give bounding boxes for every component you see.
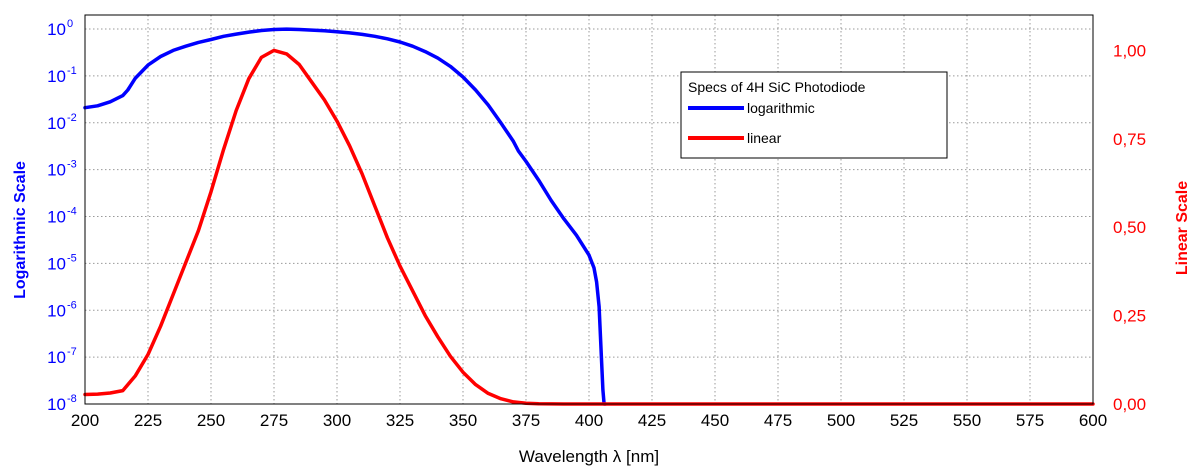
series-line-logarithmic: [83, 27, 608, 406]
y-right-tick-label-0-00: 0,00: [1113, 395, 1146, 414]
legend: Specs of 4H SiC Photodiode logarithmic l…: [680, 71, 948, 159]
y-left-tick-label-1e-4: 10: [47, 208, 66, 227]
y-left-tick-label-1e-1: 10: [47, 67, 66, 86]
x-axis-title: Wavelength λ [nm]: [519, 447, 659, 466]
x-tick-label-300: 300: [323, 411, 351, 430]
y-left-axis-title: Logarithmic Scale: [12, 161, 29, 299]
y-left-tick-exponent-1e-2: -2: [67, 112, 77, 124]
y-left-tick-exponent-1e-7: -7: [67, 346, 77, 358]
x-tick-label-550: 550: [953, 411, 981, 430]
y-right-tick-label-1-00: 1,00: [1113, 41, 1146, 60]
plot-frame: [84, 14, 1094, 405]
y-left-tick-exponent-1e-1: -1: [67, 65, 77, 77]
x-tick-label-225: 225: [134, 411, 162, 430]
y-left-tick-label-1e-8: 10: [47, 395, 66, 414]
x-tick-label-400: 400: [575, 411, 603, 430]
x-tick-label-525: 525: [890, 411, 918, 430]
x-tick-labels: 200 225 250 275 300 325 350 375 400 425 450 475 500 5…: [71, 411, 1107, 430]
legend-label-logarithmic: logarithmic: [747, 100, 815, 116]
y-left-tick-exponent-1e0: 0: [67, 18, 73, 30]
y-left-tick-label-1e-2: 10: [47, 114, 66, 133]
x-tick-label-425: 425: [638, 411, 666, 430]
y-left-tick-exponent-1e-6: -6: [67, 299, 77, 311]
y-right-tick-label-0-25: 0,25: [1113, 307, 1146, 326]
y-right-tick-label-0-50: 0,50: [1113, 218, 1146, 237]
x-tick-label-325: 325: [386, 411, 414, 430]
x-tick-label-275: 275: [260, 411, 288, 430]
y-left-tick-exponent-1e-8: -8: [67, 393, 77, 405]
y-left-tick-exponent-1e-3: -3: [67, 159, 77, 171]
x-tick-label-600: 600: [1079, 411, 1107, 430]
x-tick-label-375: 375: [512, 411, 540, 430]
legend-label-linear: linear: [747, 130, 782, 146]
x-tick-label-450: 450: [701, 411, 729, 430]
legend-title: Specs of 4H SiC Photodiode: [688, 79, 866, 95]
x-tick-label-200: 200: [71, 411, 99, 430]
y-left-tick-label-1e-5: 10: [47, 254, 66, 273]
y-left-tick-label-1e0: 10: [47, 20, 66, 39]
x-tick-label-250: 250: [197, 411, 225, 430]
y-right-tick-labels: 0,00 0,25 0,50 0,75 1,00: [1113, 41, 1146, 414]
y-left-tick-exponent-1e-4: -4: [67, 206, 77, 218]
y-left-tick-exponent-1e-5: -5: [67, 252, 77, 264]
y-left-tick-label-1e-7: 10: [47, 348, 66, 367]
x-tick-label-475: 475: [764, 411, 792, 430]
y-left-tick-label-1e-6: 10: [47, 301, 66, 320]
y-right-axis-title: Linear Scale: [1174, 181, 1191, 275]
x-tick-label-575: 575: [1016, 411, 1044, 430]
x-tick-label-350: 350: [449, 411, 477, 430]
y-right-tick-label-0-75: 0,75: [1113, 130, 1146, 149]
x-tick-label-500: 500: [827, 411, 855, 430]
y-left-tick-label-1e-3: 10: [47, 161, 66, 180]
legend-box: [680, 71, 948, 159]
